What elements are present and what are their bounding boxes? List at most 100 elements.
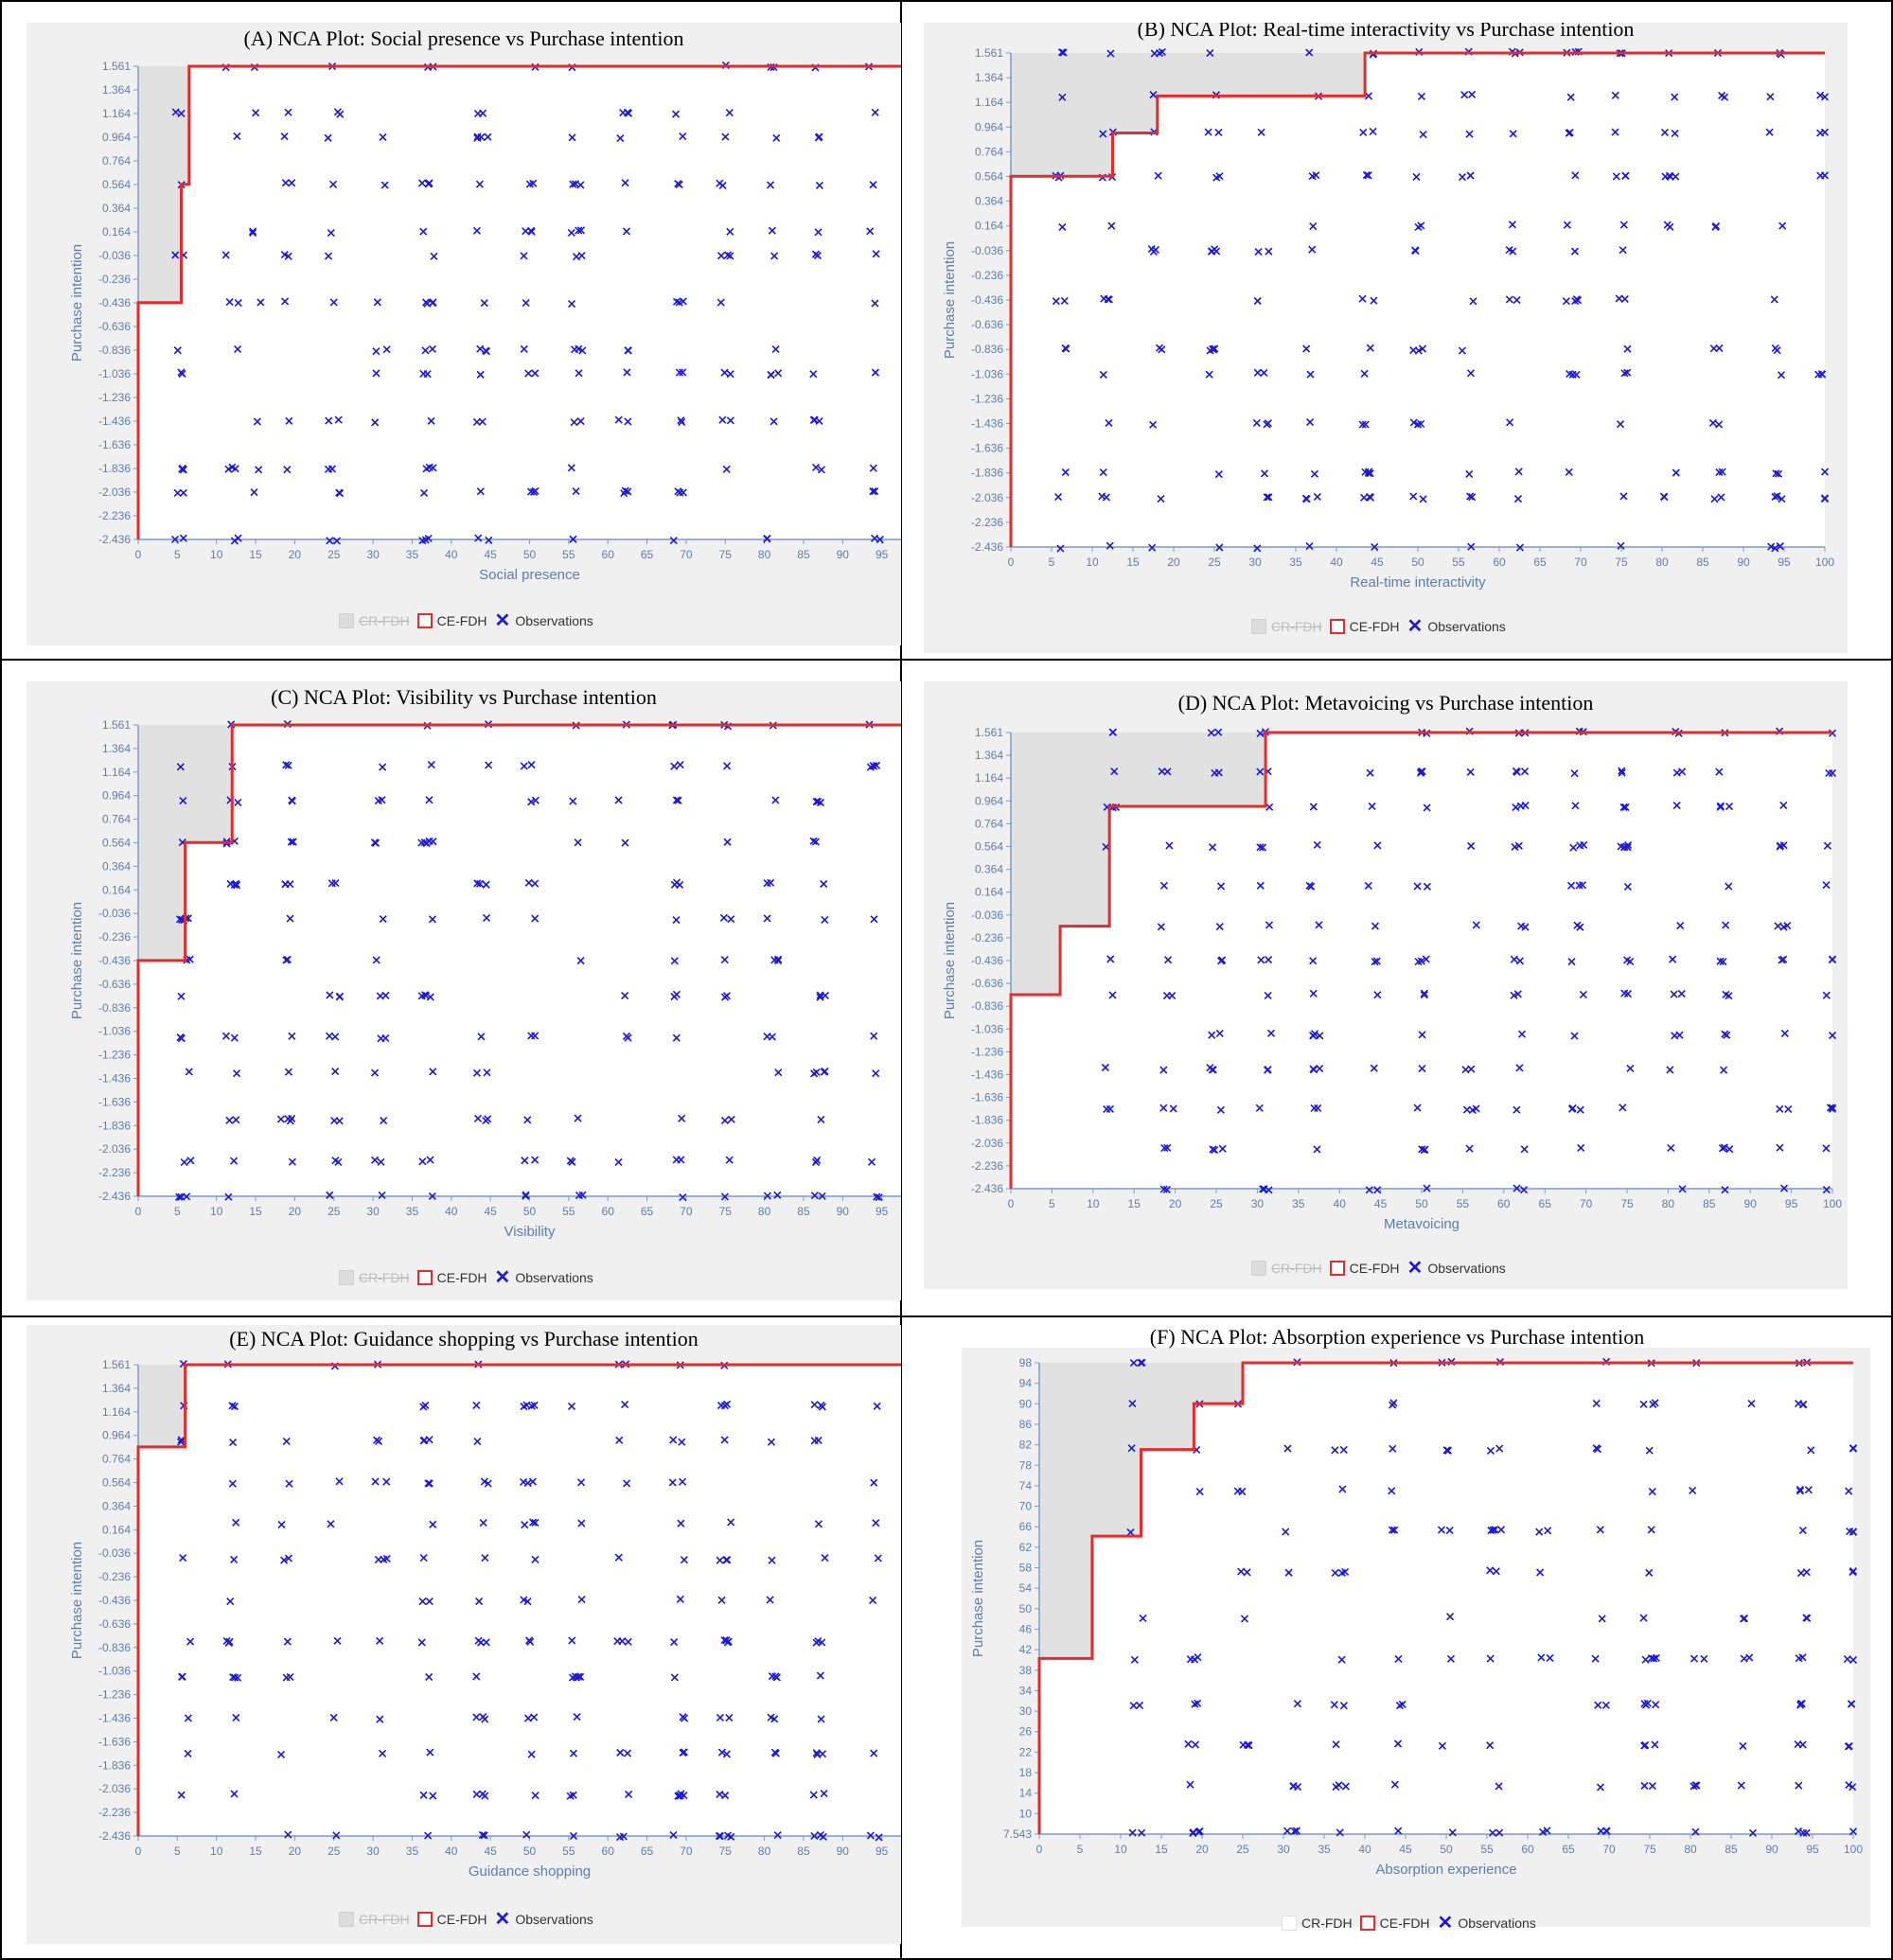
y-tick-label: 0.364 — [975, 863, 1003, 876]
observation-point — [380, 1116, 388, 1125]
observation-point — [1505, 295, 1513, 304]
observation-point — [1509, 130, 1517, 138]
observation-point — [1849, 1568, 1857, 1577]
observation-point — [1194, 1699, 1202, 1707]
chart-panel-d: (D) NCA Plot: Metavoicing vs Purchase in… — [924, 681, 1848, 1289]
y-tick-label: 0.364 — [102, 859, 131, 873]
y-tick-label: 0.764 — [102, 154, 131, 168]
observation-point — [177, 1192, 186, 1201]
observation-point — [623, 108, 632, 117]
observation-point — [281, 297, 290, 306]
observation-point — [1284, 1568, 1293, 1577]
observation-point — [1394, 1654, 1403, 1663]
observation-point — [377, 1157, 385, 1166]
observation-point — [1361, 420, 1370, 429]
observation-point — [419, 1791, 428, 1799]
observation-point — [1486, 1654, 1495, 1663]
observation-point — [1371, 922, 1380, 930]
y-tick-label: -1.036 — [971, 367, 1003, 380]
observation-point — [1803, 1614, 1812, 1622]
observation-point — [674, 796, 682, 804]
x-tick-label: 45 — [1371, 556, 1384, 569]
nca-plot-f: 9894908682787470666258545046423834302622… — [970, 1356, 1863, 1878]
observation-point — [284, 1068, 293, 1076]
observation-point — [1253, 544, 1262, 553]
observation-point — [1691, 1828, 1700, 1836]
x-tick-label: 80 — [758, 548, 771, 561]
y-tick-label: 26 — [1019, 1725, 1033, 1739]
legend-cr-fdh[interactable]: CR-FDH — [1251, 619, 1322, 634]
observation-point — [768, 1556, 776, 1564]
observation-point — [481, 1554, 489, 1563]
legend-cr-fdh[interactable]: CR-FDH — [339, 613, 410, 628]
observation-point — [1169, 1104, 1177, 1113]
observation-point — [1641, 1655, 1650, 1664]
observation-point — [1212, 173, 1221, 182]
legend-ce-fdh[interactable]: CE-FDH — [1329, 619, 1400, 634]
legend-observations[interactable]: ✕ Observations — [495, 1268, 593, 1287]
x-tick-label: 5 — [1077, 1843, 1084, 1856]
observation-point — [569, 180, 577, 188]
observation-point — [1190, 1655, 1199, 1664]
legend-observations[interactable]: ✕ Observations — [495, 1910, 593, 1929]
observation-point — [1128, 1828, 1137, 1837]
observation-point — [175, 1192, 184, 1201]
observation-point — [1802, 1828, 1811, 1837]
observation-point — [811, 463, 821, 472]
observation-point — [1573, 921, 1582, 929]
observation-point — [1486, 1741, 1495, 1750]
observation-point — [1446, 1613, 1455, 1621]
x-tick-label: 10 — [210, 1205, 223, 1218]
legend-cr-fdh[interactable]: CR-FDH — [339, 1270, 410, 1285]
y-tick-label: -0.636 — [98, 320, 131, 333]
observation-point — [1283, 1444, 1292, 1453]
observation-point — [1302, 344, 1311, 353]
observation-point — [1472, 1104, 1480, 1113]
legend-cr-fdh[interactable]: CR-FDH — [1282, 1916, 1353, 1931]
observation-point — [1692, 1781, 1701, 1790]
legend-cr-fdh[interactable]: CR-FDH — [339, 1912, 410, 1927]
legend-observations[interactable]: ✕ Observations — [1438, 1914, 1536, 1933]
observation-point — [1282, 1527, 1290, 1536]
observation-point — [576, 181, 585, 189]
x-tick-label: 80 — [758, 1845, 771, 1858]
legend-ce-fdh[interactable]: CE-FDH — [416, 1270, 487, 1285]
legend-ce-fdh[interactable]: CE-FDH — [416, 613, 487, 628]
y-axis-label: Purchase intention — [970, 1540, 986, 1657]
observation-point — [1849, 1828, 1858, 1836]
y-tick-label: 10 — [1019, 1807, 1033, 1820]
observation-point — [621, 992, 629, 1000]
chart-legend: CR-FDH CE-FDH ✕ Observations — [1251, 1259, 1506, 1278]
cr-fdh-swatch-icon — [339, 613, 354, 628]
observation-point — [480, 1477, 488, 1486]
observation-point — [1370, 1064, 1378, 1072]
legend-observations[interactable]: ✕ Observations — [1407, 1259, 1506, 1278]
legend-ce-fdh[interactable]: CE-FDH — [1329, 1261, 1400, 1276]
legend-ce-fdh[interactable]: CE-FDH — [1359, 1916, 1430, 1931]
observation-point — [1214, 128, 1223, 137]
observation-point — [523, 1714, 533, 1722]
legend-observations[interactable]: ✕ Observations — [1407, 617, 1506, 636]
observation-point — [175, 915, 185, 924]
legend-cr-fdh[interactable]: CR-FDH — [1251, 1261, 1322, 1276]
x-tick-label: 15 — [1126, 556, 1140, 569]
legend-observations[interactable]: ✕ Observations — [495, 611, 593, 630]
observation-point — [569, 1831, 578, 1840]
observation-point — [866, 763, 875, 771]
observation-point — [1546, 1653, 1554, 1662]
observation-point — [1445, 1527, 1454, 1535]
chart-legend: CR-FDH CE-FDH ✕ Observations — [339, 611, 593, 630]
x-tick-label: 90 — [1765, 1843, 1778, 1856]
x-tick-label: 10 — [1086, 556, 1099, 569]
observation-point — [282, 1437, 291, 1446]
observation-point — [425, 1479, 433, 1488]
observation-point — [1106, 955, 1115, 963]
observation-point — [717, 1402, 726, 1410]
observation-point — [1243, 1568, 1251, 1577]
y-tick-label: 86 — [1019, 1418, 1033, 1431]
observation-point — [1611, 91, 1619, 99]
observation-point — [1774, 922, 1782, 930]
observation-point — [1330, 1701, 1338, 1709]
legend-ce-fdh[interactable]: CE-FDH — [416, 1912, 487, 1927]
observation-point — [621, 839, 629, 847]
